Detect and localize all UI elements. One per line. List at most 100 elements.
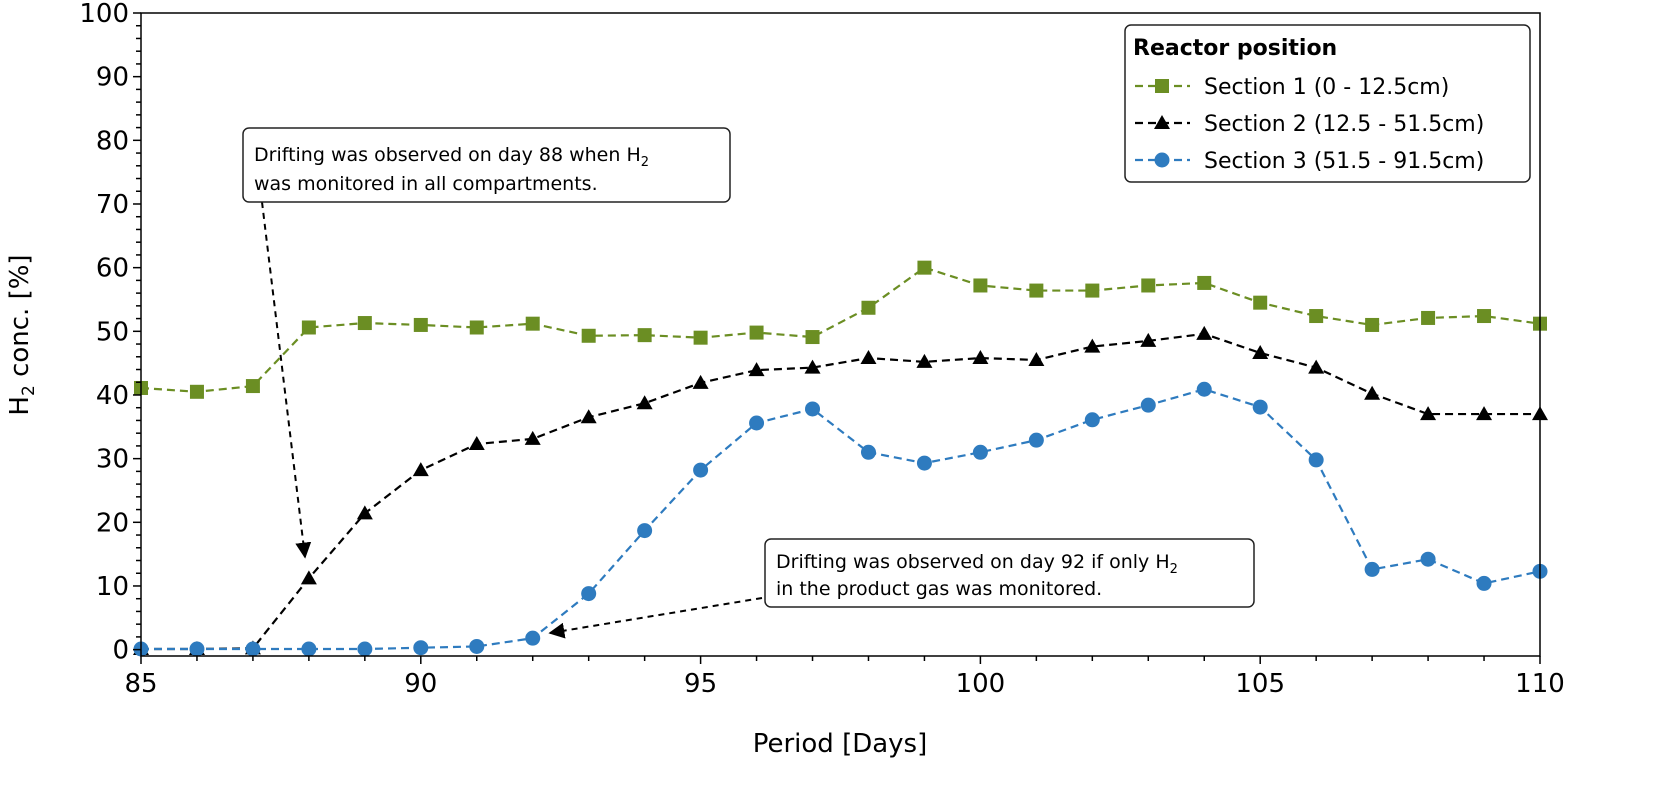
data-point — [581, 586, 597, 602]
data-point — [1364, 561, 1380, 577]
data-point — [469, 320, 484, 335]
data-point — [245, 641, 261, 657]
data-point — [525, 316, 540, 331]
data-point — [1028, 432, 1044, 448]
y-tick-label: 70 — [96, 190, 129, 220]
data-point — [1309, 309, 1324, 324]
data-point — [1308, 359, 1325, 374]
data-point — [525, 630, 541, 646]
data-point — [580, 409, 597, 424]
data-point — [581, 328, 596, 343]
data-point — [357, 316, 372, 331]
data-point — [1252, 399, 1268, 415]
data-point — [1420, 406, 1437, 421]
data-point — [301, 320, 316, 335]
legend-label: Section 1 (0 - 12.5cm) — [1204, 75, 1449, 100]
annotation-day-88: Drifting was observed on day 88 when H2 … — [242, 127, 731, 559]
x-tick-label: 85 — [124, 669, 157, 699]
y-tick-label: 50 — [96, 317, 129, 347]
data-point — [189, 641, 205, 657]
legend-label: Section 2 (12.5 - 51.5cm) — [1204, 112, 1484, 137]
data-point — [805, 401, 821, 417]
data-point — [1365, 317, 1380, 332]
data-point — [356, 505, 373, 520]
legend-marker — [1154, 115, 1170, 129]
data-point — [917, 260, 932, 275]
data-point — [637, 328, 652, 343]
y-tick-label: 10 — [96, 572, 129, 602]
data-point — [1477, 309, 1492, 324]
plot-frame — [140, 12, 1541, 657]
y-tick-label: 40 — [96, 381, 129, 411]
data-point — [1476, 406, 1493, 421]
data-point — [860, 350, 877, 365]
annotation-box — [242, 127, 731, 203]
legend-box — [1124, 24, 1531, 183]
legend-marker — [1154, 152, 1170, 168]
x-tick-label: 105 — [1235, 669, 1285, 699]
data-point — [189, 384, 204, 399]
data-point — [524, 430, 541, 445]
data-point — [749, 415, 765, 431]
legend-item: Section 2 (12.5 - 51.5cm) — [1135, 112, 1484, 137]
data-point — [637, 523, 653, 539]
data-point — [916, 353, 933, 368]
data-point — [749, 325, 764, 340]
legend-title: Reactor position — [1133, 36, 1337, 61]
data-point — [413, 317, 428, 332]
data-point — [412, 462, 429, 477]
data-point — [1253, 295, 1268, 310]
series-layer — [133, 260, 1548, 657]
data-point — [1084, 412, 1100, 428]
data-point — [916, 455, 932, 471]
legend-item: Section 1 (0 - 12.5cm) — [1135, 75, 1449, 100]
series-3 — [133, 381, 1548, 657]
annotation-line2: was monitored in all compartments. — [254, 173, 598, 195]
data-point — [636, 395, 653, 410]
data-point — [1252, 344, 1269, 359]
annotation-line1: Drifting was observed on day 88 when H2 — [254, 144, 649, 170]
series-line — [140, 266, 1541, 393]
annotation-arrow — [548, 597, 763, 639]
y-tick-label: 100 — [79, 0, 129, 29]
y-axis-label: H2 conc. [%] — [5, 254, 39, 415]
data-point — [1029, 283, 1044, 298]
legend-label: Section 3 (51.5 - 91.5cm) — [1204, 149, 1484, 174]
data-point — [693, 330, 708, 345]
data-point — [300, 570, 317, 585]
series-1 — [134, 260, 1547, 399]
data-point — [1476, 575, 1492, 591]
data-point — [693, 462, 709, 478]
x-tick-label: 95 — [684, 669, 717, 699]
data-point — [301, 641, 317, 657]
axis-ticks: 0 10 20 30 40 50 60 70 80 90 100 85 90 95 100 105 110 — [79, 0, 1564, 699]
series-line — [141, 388, 1541, 651]
data-point — [973, 278, 988, 293]
data-point — [357, 641, 373, 657]
data-point — [860, 444, 876, 460]
data-point — [413, 640, 429, 656]
y-tick-label: 90 — [96, 63, 129, 93]
data-point — [1196, 381, 1212, 397]
data-point — [1084, 338, 1101, 353]
x-tick-label: 90 — [404, 669, 437, 699]
data-point — [1028, 351, 1045, 366]
data-point — [804, 359, 821, 374]
data-point — [1308, 452, 1324, 468]
data-point — [1421, 310, 1436, 325]
y-tick-label: 80 — [96, 126, 129, 156]
annotation-line1: Drifting was observed on day 92 if only … — [776, 551, 1178, 577]
data-point — [1364, 385, 1381, 400]
series-line — [141, 332, 1540, 651]
legend-item: Section 3 (51.5 - 91.5cm) — [1135, 149, 1484, 174]
data-point — [1197, 275, 1212, 290]
data-point — [1141, 278, 1156, 293]
legend: Reactor position Section 1 (0 - 12.5cm) S… — [1124, 24, 1531, 183]
legend-marker — [1155, 79, 1169, 93]
x-tick-label: 100 — [956, 669, 1006, 699]
data-point — [805, 330, 820, 345]
data-point — [972, 444, 988, 460]
y-tick-label: 30 — [96, 445, 129, 475]
x-tick-label: 110 — [1515, 669, 1565, 699]
